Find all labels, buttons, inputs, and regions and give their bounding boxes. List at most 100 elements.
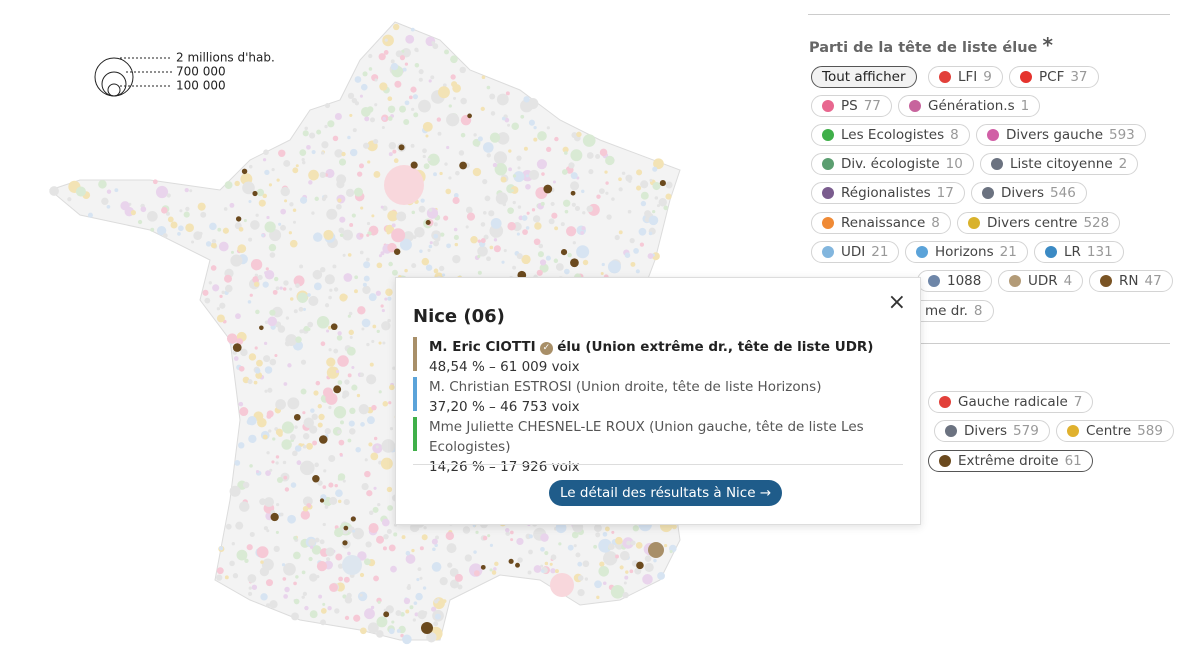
commune-bubble xyxy=(633,248,639,254)
commune-bubble xyxy=(284,487,290,492)
filter-pill[interactable]: Div. écologiste 10 xyxy=(811,153,974,175)
commune-bubble xyxy=(232,573,239,579)
commune-bubble xyxy=(264,497,274,508)
pill-label: Div. écologiste xyxy=(841,156,940,172)
commune-bubble xyxy=(328,325,332,330)
commune-bubble xyxy=(525,183,531,190)
commune-bubble xyxy=(314,196,319,202)
filter-pill[interactable]: Les Ecologistes 8 xyxy=(811,124,970,146)
commune-bubble xyxy=(292,208,297,212)
commune-bubble xyxy=(351,213,356,218)
commune-bubble xyxy=(567,544,574,551)
commune-bubble xyxy=(360,83,368,91)
commune-bubble xyxy=(372,506,379,513)
commune-bubble xyxy=(334,149,343,158)
show-all-button[interactable]: Tout afficher xyxy=(811,66,917,88)
commune-bubble xyxy=(304,126,308,131)
filter-pill[interactable]: RN 47 xyxy=(1089,270,1173,292)
filter-pill[interactable]: UDI 21 xyxy=(811,241,900,263)
commune-bubble xyxy=(320,608,327,614)
commune-bubble xyxy=(353,187,363,197)
commune-bubble xyxy=(312,269,323,280)
close-button[interactable]: × xyxy=(887,290,906,315)
filter-pill[interactable]: PCF 37 xyxy=(1009,66,1099,88)
filter-pill[interactable]: Divers 579 xyxy=(934,420,1050,442)
commune-bubble xyxy=(546,126,550,130)
commune-bubble xyxy=(262,158,267,162)
commune-bubble xyxy=(314,462,319,468)
commune-bubble xyxy=(254,346,258,350)
pill-label: Liste citoyenne xyxy=(1010,156,1113,172)
filter-pill[interactable]: Liste citoyenne 2 xyxy=(980,153,1139,175)
commune-bubble xyxy=(577,575,584,581)
commune-bubble xyxy=(280,224,286,231)
commune-bubble xyxy=(539,263,549,273)
commune-bubble xyxy=(533,565,542,573)
commune-bubble xyxy=(577,561,583,567)
commune-bubble xyxy=(601,262,605,267)
commune-bubble xyxy=(301,157,305,162)
commune-bubble xyxy=(605,155,615,166)
commune-bubble xyxy=(390,62,399,71)
filter-pill[interactable]: Renaissance 8 xyxy=(811,212,951,234)
filter-pill[interactable]: Extrême droite 61 xyxy=(928,450,1093,472)
commune-bubble xyxy=(309,425,318,434)
commune-bubble xyxy=(243,218,247,223)
commune-bubble xyxy=(359,572,365,578)
commune-bubble xyxy=(449,579,459,589)
commune-bubble xyxy=(283,475,288,480)
commune-bubble xyxy=(521,215,528,221)
commune-bubble xyxy=(335,489,343,497)
commune-bubble xyxy=(482,179,488,185)
filter-pill[interactable]: 1088 xyxy=(917,270,993,292)
filter-pill[interactable]: Divers gauche 593 xyxy=(976,124,1146,146)
commune-bubble xyxy=(353,614,361,622)
commune-bubble xyxy=(308,556,313,562)
commune-bubble xyxy=(570,172,578,180)
results-link[interactable]: Le détail des résultats à Nice → xyxy=(549,480,783,506)
commune-bubble xyxy=(511,122,519,131)
commune-bubble xyxy=(326,208,338,220)
commune-bubble xyxy=(347,373,352,378)
filter-pill[interactable]: Centre 589 xyxy=(1056,420,1174,442)
commune-bubble xyxy=(324,274,335,285)
commune-bubble xyxy=(312,475,320,483)
commune-bubble xyxy=(344,596,353,604)
commune-bubble xyxy=(234,460,241,466)
filter-pill[interactable]: Gauche radicale 7 xyxy=(928,391,1094,413)
commune-bubble xyxy=(335,553,343,561)
commune-bubble xyxy=(418,77,423,82)
commune-bubble xyxy=(339,452,343,456)
candidate-name-line: M. Christian ESTROSI (Union droite, tête… xyxy=(429,377,919,397)
commune-bubble xyxy=(501,116,506,121)
commune-bubble xyxy=(493,234,497,238)
commune-bubble xyxy=(316,129,322,135)
commune-bubble xyxy=(369,117,375,123)
filter-pill[interactable]: Horizons 21 xyxy=(905,241,1028,263)
commune-bubble xyxy=(257,417,267,428)
commune-bubble xyxy=(237,244,247,253)
filter-pill[interactable]: LFI 9 xyxy=(928,66,1003,88)
pill-count: 589 xyxy=(1137,423,1163,439)
filter-pill[interactable]: Génération.s 1 xyxy=(898,95,1041,117)
commune-bubble xyxy=(378,341,382,345)
commune-bubble xyxy=(525,174,529,178)
commune-bubble xyxy=(482,142,494,153)
filter-pill[interactable]: UDR 4 xyxy=(998,270,1084,292)
filter-pill[interactable]: Divers 546 xyxy=(971,182,1087,204)
commune-bubble xyxy=(242,181,255,195)
commune-bubble xyxy=(326,557,331,562)
filter-pill[interactable]: LR 131 xyxy=(1034,241,1124,263)
filter-pill[interactable]: PS 77 xyxy=(811,95,892,117)
filter-pill[interactable]: Divers centre 528 xyxy=(957,212,1121,234)
commune-bubble xyxy=(387,296,392,301)
commune-bubble xyxy=(571,531,579,539)
filter-pill[interactable]: Régionalistes 17 xyxy=(811,182,965,204)
commune-bubble xyxy=(354,289,358,294)
commune-bubble xyxy=(256,359,263,367)
commune-bubble xyxy=(287,514,296,524)
commune-bubble xyxy=(560,222,565,227)
commune-bubble xyxy=(505,531,511,536)
commune-bubble xyxy=(480,564,486,570)
commune-bubble xyxy=(405,609,410,614)
